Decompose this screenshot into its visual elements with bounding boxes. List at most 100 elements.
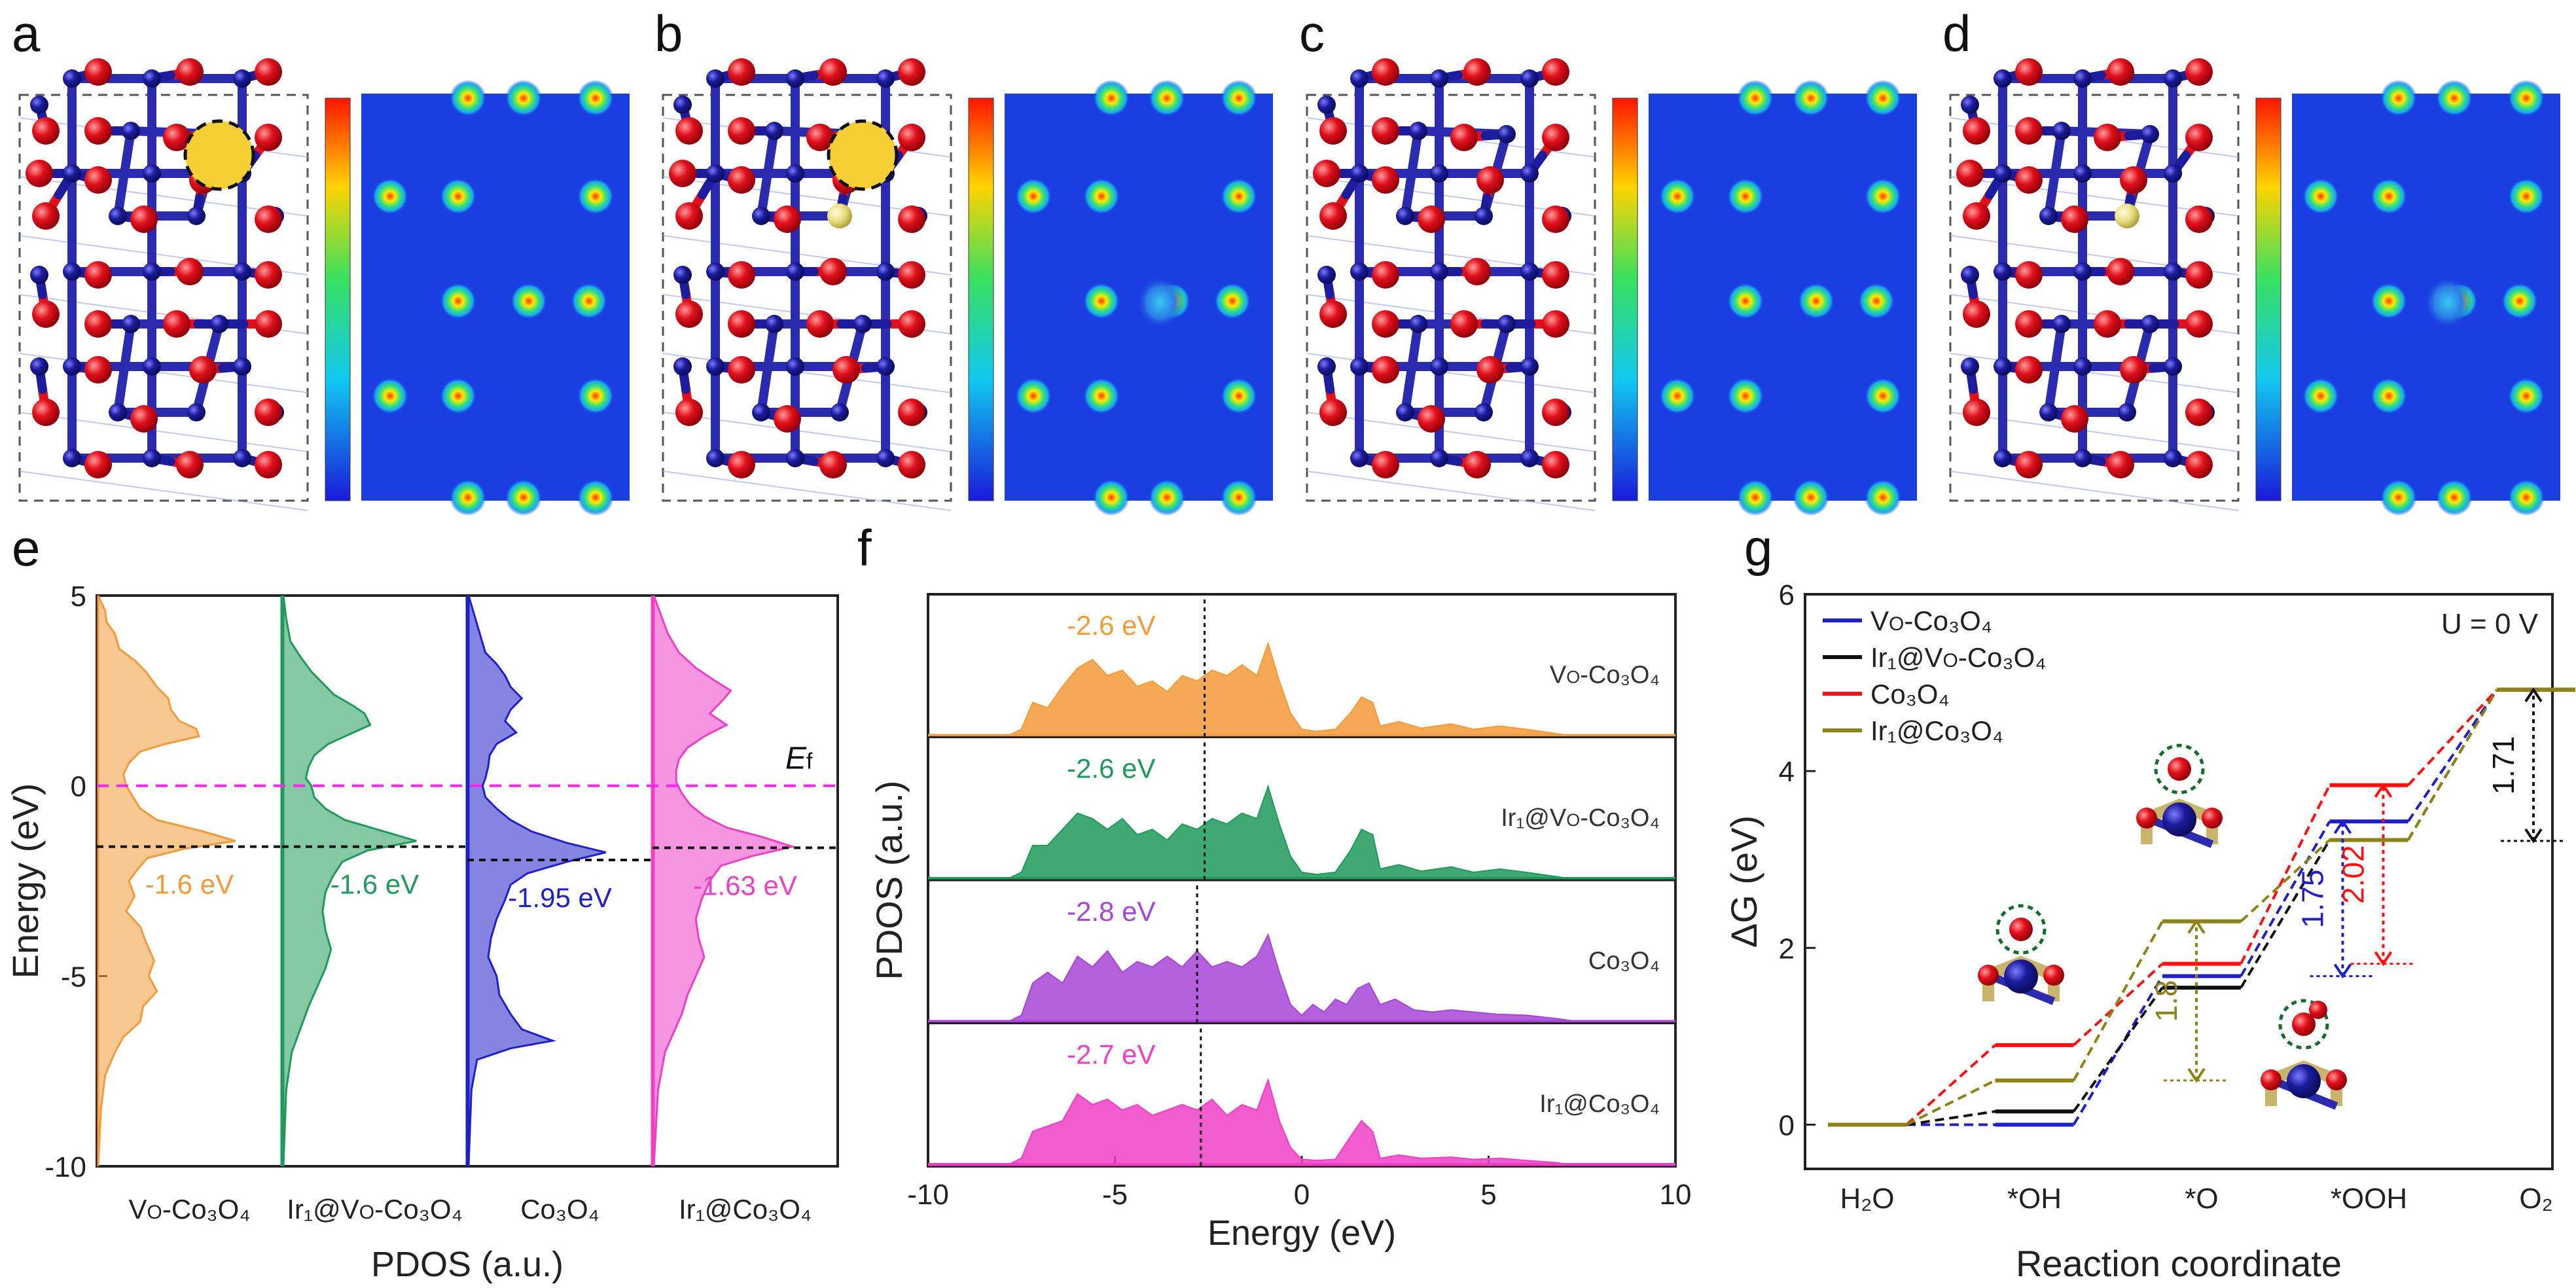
oxygen-atom	[2185, 451, 2213, 478]
pdos-area	[928, 933, 1675, 1022]
oxygen-atom	[1372, 117, 1399, 145]
co-atom	[2141, 125, 2159, 143]
elf-spot	[505, 479, 542, 516]
elf-spot	[440, 378, 476, 414]
elf-spot	[1858, 283, 1895, 319]
elf-spot	[2380, 479, 2417, 516]
series-label: Ir₁@Co₃O₄	[1539, 1090, 1660, 1118]
co-atom	[2052, 315, 2071, 333]
co-atom	[1396, 403, 1414, 421]
co-atom	[2073, 262, 2092, 281]
co-co-bond	[2044, 126, 2066, 221]
oxygen-atom	[84, 451, 112, 478]
oxygen-atom	[2292, 1012, 2316, 1036]
co-atom	[2164, 449, 2182, 467]
oxygen-atom	[1956, 160, 1984, 187]
elf-spot	[2508, 479, 2545, 516]
oxygen-atom	[2015, 117, 2043, 145]
co-atom	[30, 357, 48, 376]
elf-spot	[510, 283, 547, 319]
oxygen-atom	[2015, 58, 2043, 86]
energy-connector	[2406, 689, 2498, 823]
oxygen-atom	[32, 399, 60, 426]
oxygen-atom	[1372, 58, 1399, 86]
elf-spot	[440, 283, 476, 319]
series-label: Ir₁@VO-Co₃O₄	[1501, 804, 1660, 832]
oxygen-atom	[728, 117, 755, 145]
x-axis-label: PDOS (a.u.)	[371, 1245, 564, 1284]
oxygen-atom	[130, 206, 158, 233]
oxygen-atom	[84, 310, 112, 338]
legend-label: Ir₁@VO-Co₃O₄	[1870, 642, 2046, 673]
elf-spot	[2370, 178, 2407, 215]
elf-spot	[1149, 80, 1185, 116]
d-band-center-label: -1.95 eV	[508, 882, 612, 913]
co-atom	[706, 449, 724, 467]
adsorbate-highlight	[2278, 999, 2329, 1050]
oxygen-atom	[2185, 310, 2213, 338]
co-atom	[752, 403, 770, 421]
oxygen-atom	[1476, 166, 1504, 194]
y-tick-label: 2	[1779, 933, 1795, 965]
elf-spot	[1093, 479, 1130, 516]
gap-label: 1.8	[2149, 980, 2183, 1022]
x-tick-label: -5	[1102, 1179, 1128, 1211]
co-atom	[831, 403, 849, 421]
unit-cell-border	[662, 94, 952, 502]
oxygen-atom	[2261, 1069, 2281, 1090]
co-atom	[1994, 164, 2012, 183]
oxygen-atom	[2120, 356, 2147, 384]
oxygen-atom	[2185, 124, 2213, 151]
oxygen-atom	[1542, 310, 1569, 338]
adsorbate-model	[2261, 999, 2347, 1110]
elf-spot	[1149, 479, 1185, 516]
oxygen-atom	[774, 405, 801, 433]
co-co-bond	[2044, 319, 2066, 417]
oxygen-atom	[26, 160, 53, 187]
oxygen-atom	[1418, 206, 1445, 233]
series-label: Co₃O₄	[1588, 947, 1660, 975]
d-band-center-label: -2.6 eV	[1067, 610, 1155, 641]
oxygen-atom	[819, 451, 847, 478]
oxygen-atom	[1418, 405, 1445, 433]
oxygen-atom	[832, 356, 860, 384]
co-atom	[786, 69, 804, 88]
co-atom	[30, 266, 48, 284]
co-atom	[765, 315, 783, 333]
oxygen-atom	[806, 310, 834, 338]
oxygen-atom	[32, 300, 60, 328]
structure-panel-a	[18, 58, 630, 516]
x-tick-label: 10	[1660, 1179, 1692, 1211]
oxygen-atom	[1963, 300, 1990, 328]
energy-connector	[2407, 689, 2498, 787]
co-atom	[2164, 164, 2182, 183]
pdos-area	[282, 595, 417, 1167]
oxygen-atom	[1963, 202, 1990, 230]
y-tick-label: 6	[1779, 579, 1795, 611]
series-label: Ir₁@VO-Co₃O₄	[287, 1194, 462, 1225]
oxygen-atom	[728, 166, 755, 194]
oxygen-atom	[2015, 356, 2043, 384]
oxygen-atom	[728, 58, 755, 86]
co-atom	[233, 69, 251, 88]
lattice-guide-line	[662, 353, 952, 393]
elf-spot	[577, 479, 614, 516]
category-label: H₂O	[1840, 1183, 1894, 1215]
co-co-bond	[757, 126, 779, 221]
gap-arrow-head	[2524, 687, 2543, 702]
co-atom	[143, 262, 161, 281]
gap-arrow-head	[2187, 919, 2206, 934]
elf-spot	[1221, 178, 1257, 215]
panel-letter-b: b	[654, 5, 683, 62]
free-energy-chart: 0 2 4 6 ΔG (eV) Reaction coordinate H₂O *OH *O *O…	[1723, 579, 2575, 1284]
oxygen-atom	[1313, 160, 1340, 187]
gap-label: 1.71	[2486, 736, 2520, 795]
elf-spot	[450, 479, 486, 516]
oxygen-atom	[1542, 58, 1569, 86]
co-atom	[30, 96, 48, 114]
oxygen-atom	[2309, 1001, 2327, 1019]
oxygen-atom	[1319, 202, 1347, 230]
co-atom	[1475, 403, 1493, 421]
co-atom	[1350, 262, 1368, 281]
